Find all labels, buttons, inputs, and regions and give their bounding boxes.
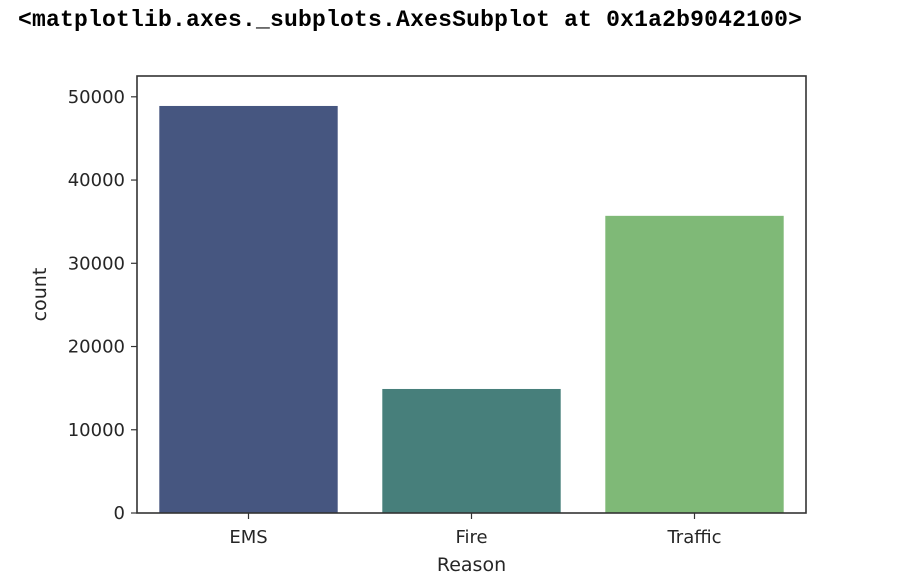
- y-tick-label: 50000: [68, 87, 125, 108]
- bar-traffic: [605, 215, 784, 513]
- bar-ems: [159, 105, 338, 514]
- x-tick-label: Fire: [455, 527, 487, 548]
- x-axis-label: Reason: [437, 554, 506, 576]
- y-axis-label: count: [29, 268, 51, 322]
- y-tick-label: 0: [114, 503, 125, 524]
- x-tick-label: EMS: [229, 527, 267, 548]
- plot-frame: [136, 75, 807, 514]
- y-tick-label: 40000: [68, 170, 125, 191]
- cell-output-repr: <matplotlib.axes._subplots.AxesSubplot a…: [18, 7, 803, 33]
- y-tick-label: 30000: [68, 253, 125, 274]
- bars-group: [159, 105, 784, 514]
- y-tick-label: 20000: [68, 337, 125, 358]
- x-ticks-group: EMS Fire Traffic: [229, 513, 722, 548]
- y-ticks-group: 0 10000 20000 30000 40000 50000: [68, 87, 137, 524]
- bar-fire: [382, 388, 561, 513]
- x-tick-label: Traffic: [666, 527, 721, 548]
- y-tick-label: 10000: [68, 420, 125, 441]
